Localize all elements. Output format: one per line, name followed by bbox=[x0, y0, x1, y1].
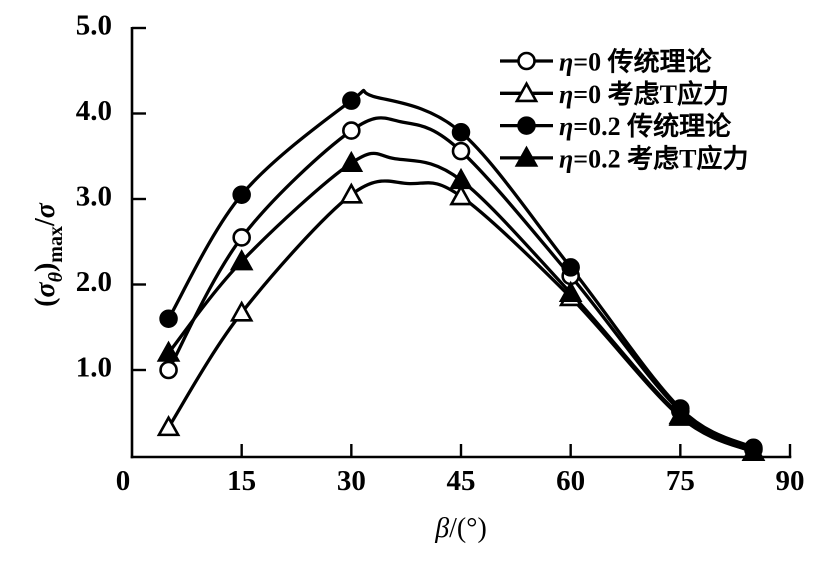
x-tick-label: 0 bbox=[116, 465, 131, 497]
x-tick-label: 75 bbox=[666, 465, 695, 497]
legend-item-eta0-traditional: η=0 传统理论 bbox=[500, 47, 713, 77]
legend-marker-triangle-filled bbox=[514, 145, 539, 167]
legend-item-eta02-traditional: η=0.2 传统理论 bbox=[500, 111, 732, 141]
data-point-eta02-tstress bbox=[449, 167, 473, 190]
legend-label: η=0 传统理论 bbox=[559, 47, 713, 77]
data-point-eta02-traditional bbox=[561, 258, 580, 277]
data-point-eta02-traditional bbox=[159, 309, 178, 328]
legend-label: η=0.2 考虑T应力 bbox=[559, 143, 748, 173]
data-point-eta02-traditional bbox=[232, 185, 251, 204]
y-tick-label: 1.0 bbox=[76, 352, 112, 384]
x-tick-label: 45 bbox=[447, 465, 476, 497]
legend-marker-circle-filled bbox=[517, 116, 536, 135]
series-markers bbox=[156, 91, 766, 461]
data-point-eta0-tstress bbox=[339, 182, 364, 204]
y-tick-label: 3.0 bbox=[76, 181, 112, 213]
data-point-eta0-traditional bbox=[232, 228, 251, 247]
y-tick-label: 2.0 bbox=[76, 266, 112, 298]
legend-item-eta02-tstress: η=0.2 考虑T应力 bbox=[500, 143, 748, 173]
data-point-eta02-tstress bbox=[339, 150, 364, 172]
legend-marker-triangle-open bbox=[514, 81, 539, 103]
x-tick-label: 60 bbox=[556, 465, 585, 497]
data-point-eta02-traditional bbox=[451, 123, 471, 142]
x-axis-label: β/(°) bbox=[434, 513, 487, 544]
y-tick-label: 5.0 bbox=[76, 10, 112, 42]
legend-label: η=0.2 传统理论 bbox=[559, 111, 732, 141]
data-point-eta02-tstress bbox=[229, 249, 254, 271]
x-tick-label: 30 bbox=[337, 465, 366, 497]
series-curve-eta02-tstress bbox=[167, 151, 755, 454]
x-tick-label: 15 bbox=[227, 465, 256, 497]
data-point-eta02-traditional bbox=[342, 91, 361, 110]
data-point-eta02-tstress bbox=[668, 403, 693, 425]
data-point-eta02-tstress bbox=[558, 280, 583, 302]
data-point-eta0-traditional bbox=[159, 360, 178, 380]
data-point-eta02-tstress bbox=[156, 340, 181, 362]
data-point-eta0-tstress bbox=[449, 184, 473, 206]
data-point-eta0-traditional bbox=[342, 121, 361, 140]
data-point-eta0-tstress bbox=[229, 300, 254, 322]
data-point-eta0-tstress bbox=[156, 415, 181, 437]
y-axis-label: (σθ)max/σ bbox=[30, 202, 67, 307]
x-tick-label: 90 bbox=[776, 465, 805, 497]
data-point-eta0-traditional bbox=[451, 141, 471, 161]
y-tick-label: 4.0 bbox=[76, 95, 112, 127]
legend-item-eta0-tstress: η=0 考虑T应力 bbox=[500, 79, 729, 109]
legend-label: η=0 考虑T应力 bbox=[559, 79, 729, 109]
legend-marker-circle-open bbox=[517, 51, 536, 71]
data-point-eta02-tstress bbox=[741, 439, 766, 461]
